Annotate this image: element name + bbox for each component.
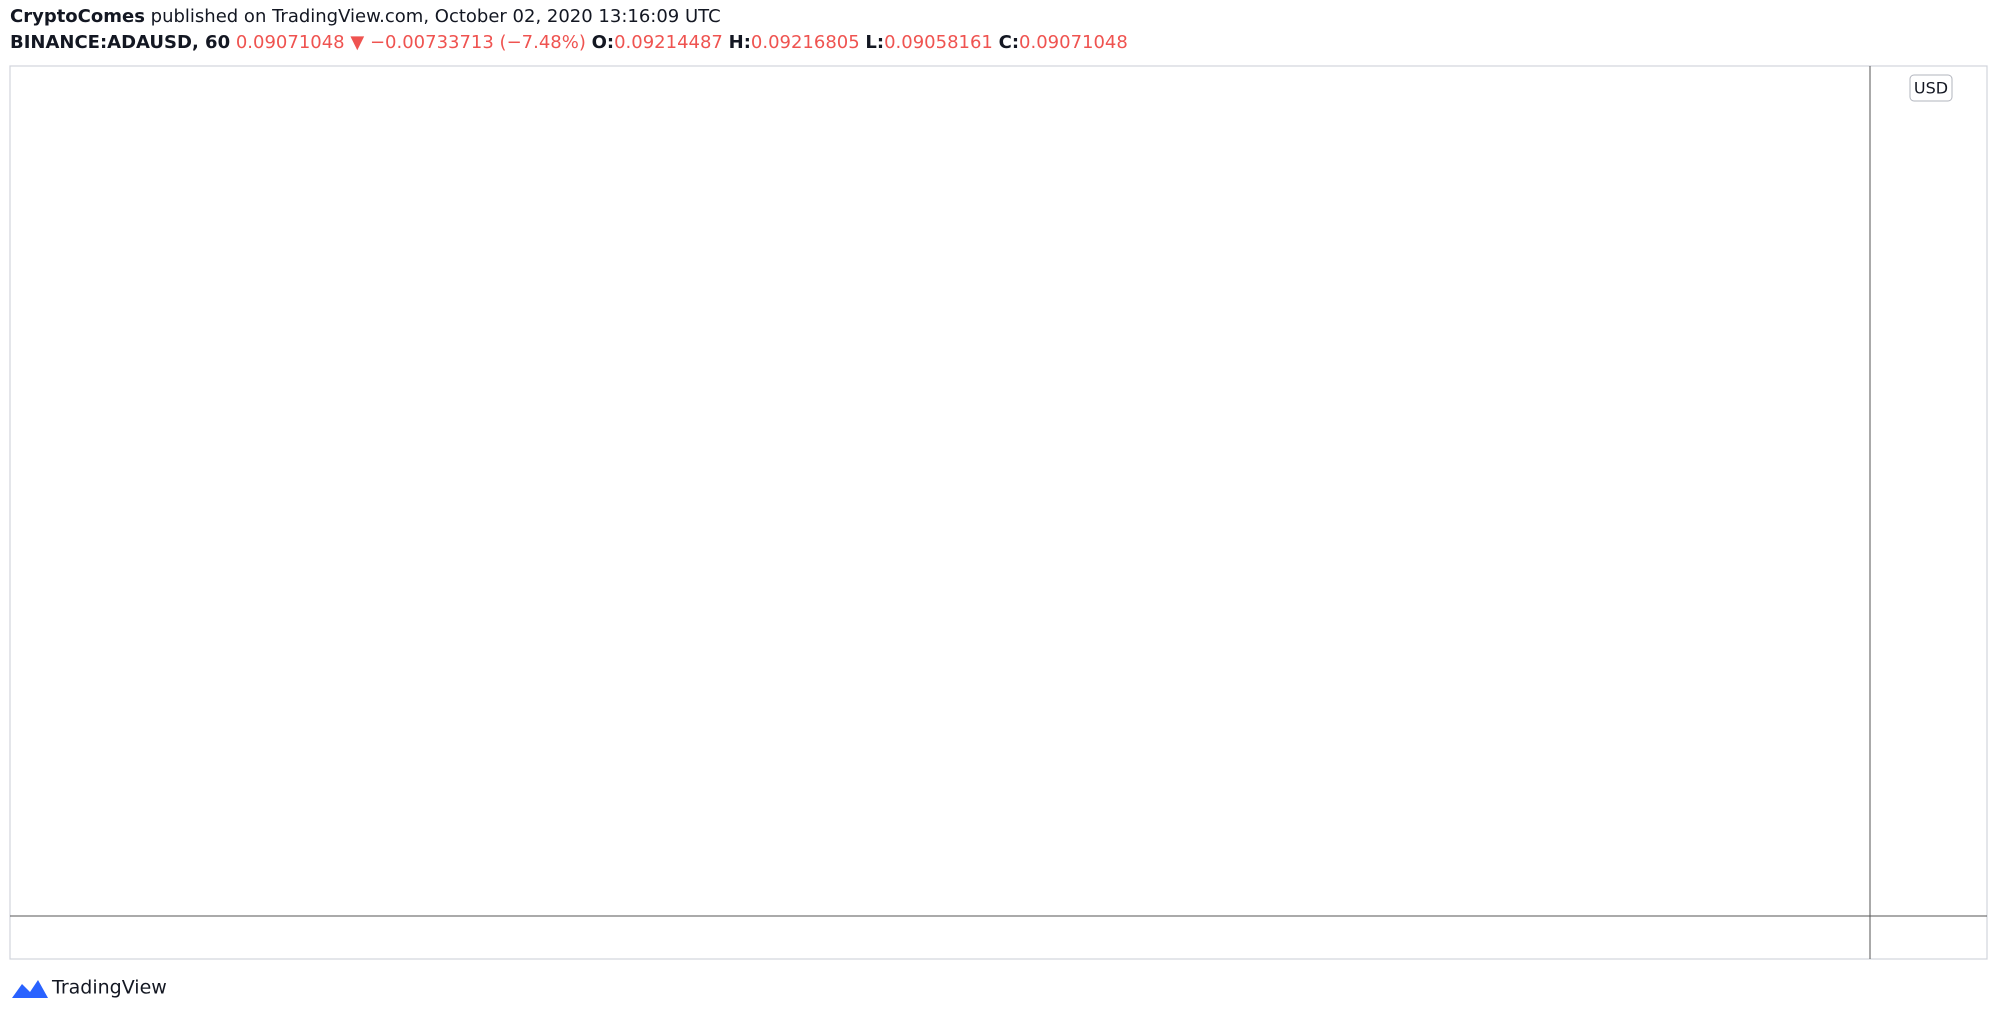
header: CryptoComes published on TradingView.com… [10,4,1128,56]
ohlc-label: C: [998,32,1020,53]
ohlc-value: 0.09216805 [750,32,860,53]
currency: USD [1914,79,1948,98]
ohlc-label: O: [591,32,615,53]
logo [12,980,48,998]
ohlc-label: H: [728,32,751,53]
ohlc: O:0.09214487 H:0.09216805 L:0.09058161 C… [592,32,1128,53]
symbol: BINANCE:ADAUSD, 60 [10,32,231,53]
arrow: ▼ [350,32,365,53]
symbol-line: BINANCE:ADAUSD, 60 0.09071048 ▼ −0.00733… [10,30,1128,56]
change: −0.00733713 (−7.48%) [369,32,586,53]
author: CryptoComes [10,6,145,27]
ohlc-value: 0.09058161 [884,32,993,53]
ohlc-value: 0.09071048 [1019,32,1128,53]
ohlc-value: 0.09214487 [614,32,723,53]
logo-icon [12,980,48,998]
publish-line: CryptoComes published on TradingView.com… [10,4,1128,30]
ohlc-label: L: [865,32,885,53]
published: published on TradingView.com, October 02… [144,6,721,27]
last: 0.09071048 [235,32,345,53]
currency-box [1909,74,1953,102]
frame [9,65,1988,960]
brand: TradingView [51,977,167,999]
